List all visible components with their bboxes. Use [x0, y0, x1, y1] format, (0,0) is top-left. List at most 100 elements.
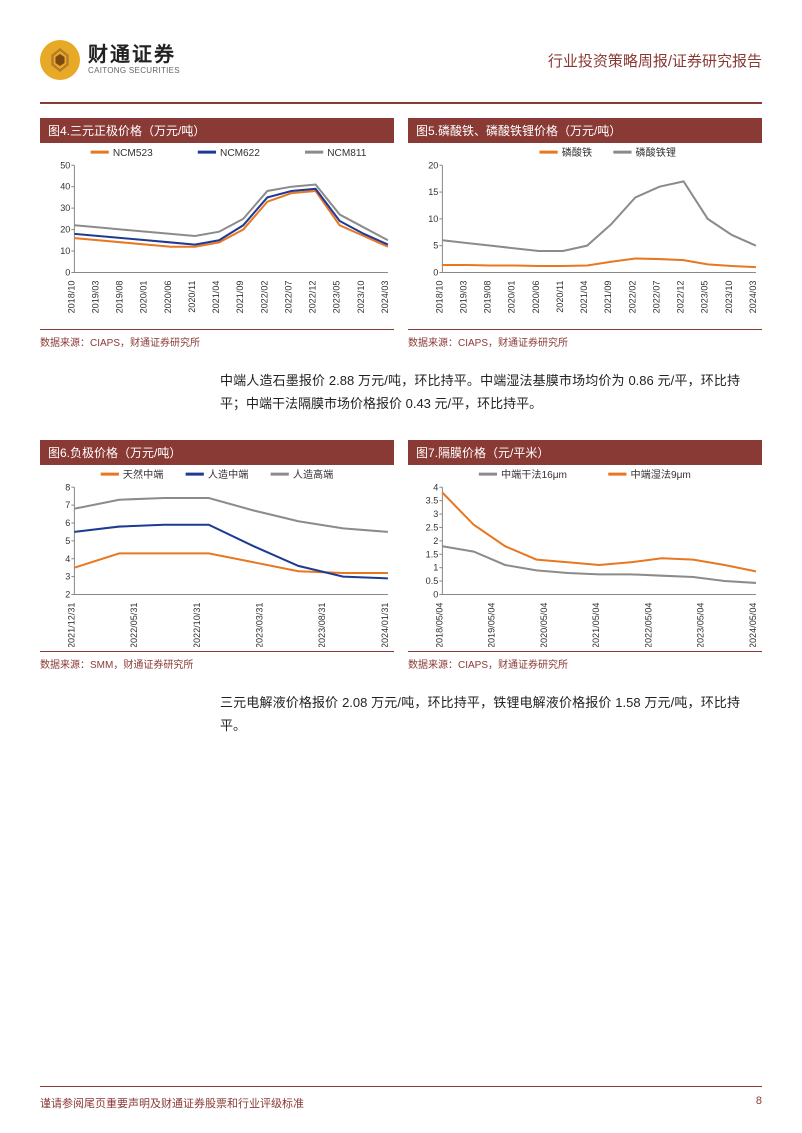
company-logo-icon	[40, 40, 80, 80]
svg-text:0: 0	[433, 267, 438, 277]
chart-6: 图6.负极价格（万元/吨） 2 3 4 5 6 7 8 2021/12/31 2022/05/3…	[40, 440, 394, 671]
svg-text:3: 3	[433, 509, 438, 519]
svg-text:2020/11: 2020/11	[187, 281, 197, 313]
svg-text:2019/05/04: 2019/05/04	[487, 602, 497, 647]
svg-text:2: 2	[65, 589, 70, 599]
svg-text:2024/05/04: 2024/05/04	[748, 602, 758, 647]
svg-text:5: 5	[65, 536, 70, 546]
svg-text:2021/09: 2021/09	[603, 281, 613, 314]
svg-text:2022/12: 2022/12	[676, 281, 686, 314]
chart-5-source: 数据来源：CIAPS，财通证券研究所	[408, 330, 762, 349]
logo-text-cn: 财通证券	[88, 45, 180, 65]
svg-text:20: 20	[60, 225, 70, 235]
svg-text:3: 3	[65, 571, 70, 581]
svg-text:8: 8	[65, 482, 70, 492]
svg-text:中端干法16μm: 中端干法16μm	[501, 468, 567, 481]
svg-text:2022/02: 2022/02	[627, 281, 637, 314]
chart-4: 图4.三元正极价格（万元/吨） 0 10 20 30 40 50 2018/10 2019/0…	[40, 118, 394, 349]
svg-text:2019/03: 2019/03	[459, 281, 469, 314]
svg-text:30: 30	[60, 203, 70, 213]
svg-text:2022/05/31: 2022/05/31	[129, 602, 139, 647]
svg-text:人造中端: 人造中端	[208, 468, 248, 481]
svg-text:2020/01: 2020/01	[507, 281, 517, 314]
svg-text:2022/10/31: 2022/10/31	[192, 602, 202, 647]
footer-disclaimer: 谨请参阅尾页重要声明及财通证券股票和行业评级标准	[40, 1095, 304, 1111]
svg-text:4: 4	[433, 482, 438, 492]
svg-text:15: 15	[428, 187, 438, 197]
svg-text:2: 2	[433, 536, 438, 546]
svg-text:2018/05/04: 2018/05/04	[434, 602, 444, 647]
svg-text:2020/06: 2020/06	[531, 281, 541, 314]
svg-text:2.5: 2.5	[426, 522, 439, 532]
chart-6-source: 数据来源：SMM，财通证券研究所	[40, 652, 394, 671]
chart-4-canvas: 0 10 20 30 40 50 2018/10 2019/03 2019/08 2020/01 2…	[40, 143, 394, 325]
chart-7-source: 数据来源：CIAPS，财通证券研究所	[408, 652, 762, 671]
svg-text:2024/03: 2024/03	[748, 281, 758, 314]
svg-text:天然中端: 天然中端	[123, 468, 163, 481]
svg-text:2023/05/04: 2023/05/04	[696, 602, 706, 647]
svg-text:0.5: 0.5	[426, 576, 439, 586]
svg-text:5: 5	[433, 241, 438, 251]
svg-text:2018/10: 2018/10	[434, 281, 444, 314]
chart-4-title: 图4.三元正极价格（万元/吨）	[40, 118, 394, 143]
svg-text:2022/02: 2022/02	[259, 281, 269, 314]
chart-5-title: 图5.磷酸铁、磷酸铁锂价格（万元/吨）	[408, 118, 762, 143]
svg-text:中端湿法9μm: 中端湿法9μm	[631, 468, 691, 481]
svg-text:2020/11: 2020/11	[555, 281, 565, 313]
svg-text:2018/10: 2018/10	[66, 281, 76, 314]
svg-text:2022/07: 2022/07	[283, 281, 293, 314]
svg-text:2019/03: 2019/03	[91, 281, 101, 314]
chart-7-canvas: 0 0.5 1 1.5 2 2.5 3 3.5 4 2018/05/04 2019/05/04 202…	[408, 465, 762, 647]
svg-text:2022/05/04: 2022/05/04	[643, 602, 653, 647]
svg-text:50: 50	[60, 160, 70, 170]
logo-block: 财通证券 CAITONG SECURITIES	[40, 40, 180, 80]
svg-text:2021/09: 2021/09	[235, 281, 245, 314]
chart-6-title: 图6.负极价格（万元/吨）	[40, 440, 394, 465]
svg-text:2021/04: 2021/04	[211, 281, 221, 314]
chart-row-1: 图4.三元正极价格（万元/吨） 010203040502018/102019/0…	[40, 118, 762, 349]
svg-text:40: 40	[60, 182, 70, 192]
chart-5: 图5.磷酸铁、磷酸铁锂价格（万元/吨） 051015202018/102019/…	[408, 118, 762, 349]
svg-text:3.5: 3.5	[426, 496, 439, 506]
svg-text:0: 0	[65, 267, 70, 277]
svg-text:2019/08: 2019/08	[115, 281, 125, 314]
chart-7-title: 图7.隔膜价格（元/平米）	[408, 440, 762, 465]
svg-text:2022/07: 2022/07	[651, 281, 661, 314]
svg-text:2023/05: 2023/05	[700, 281, 710, 314]
svg-text:2020/06: 2020/06	[163, 281, 173, 314]
svg-text:2023/10: 2023/10	[356, 281, 366, 314]
svg-text:磷酸铁锂: 磷酸铁锂	[636, 146, 676, 159]
svg-text:2023/08/31: 2023/08/31	[317, 602, 327, 647]
svg-text:2020/01: 2020/01	[139, 281, 149, 314]
svg-text:10: 10	[428, 214, 438, 224]
body-paragraph-2: 三元电解液价格报价 2.08 万元/吨，环比持平，铁锂电解液价格报价 1.58 …	[220, 691, 740, 738]
logo-text-en: CAITONG SECURITIES	[88, 67, 180, 75]
svg-text:NCM622: NCM622	[220, 148, 260, 159]
page-header: 财通证券 CAITONG SECURITIES 行业投资策略周报/证券研究报告	[40, 30, 762, 90]
body-paragraph-1: 中端人造石墨报价 2.88 万元/吨，环比持平。中端湿法基膜市场均价为 0.86…	[220, 369, 740, 416]
svg-text:NCM523: NCM523	[113, 148, 153, 159]
svg-text:0: 0	[433, 589, 438, 599]
svg-text:6: 6	[65, 518, 70, 528]
svg-text:2019/08: 2019/08	[483, 281, 493, 314]
svg-text:2024/01/31: 2024/01/31	[380, 602, 390, 647]
svg-text:10: 10	[60, 246, 70, 256]
chart-4-source: 数据来源：CIAPS，财通证券研究所	[40, 330, 394, 349]
svg-text:2022/12: 2022/12	[308, 281, 318, 314]
chart-5-canvas: 051015202018/102019/032019/082020/012020…	[408, 143, 762, 325]
svg-text:2021/05/04: 2021/05/04	[591, 602, 601, 647]
report-title: 行业投资策略周报/证券研究报告	[548, 50, 762, 71]
page-number: 8	[756, 1095, 762, 1111]
svg-text:1.5: 1.5	[426, 549, 439, 559]
chart-6-canvas: 2 3 4 5 6 7 8 2021/12/31 2022/05/31 2022/10/31 202…	[40, 465, 394, 647]
svg-text:2021/12/31: 2021/12/31	[66, 602, 76, 647]
svg-text:7: 7	[65, 500, 70, 510]
svg-text:4: 4	[65, 554, 70, 564]
svg-text:2020/05/04: 2020/05/04	[539, 602, 549, 647]
svg-text:NCM811: NCM811	[327, 148, 367, 159]
svg-text:1: 1	[433, 563, 438, 573]
svg-text:人造高端: 人造高端	[293, 468, 333, 481]
header-divider	[40, 102, 762, 104]
svg-text:2021/04: 2021/04	[579, 281, 589, 314]
chart-7: 图7.隔膜价格（元/平米） 0 0.5 1 1.5 2 2.5 3 3.5 4 2018/05/0…	[408, 440, 762, 671]
